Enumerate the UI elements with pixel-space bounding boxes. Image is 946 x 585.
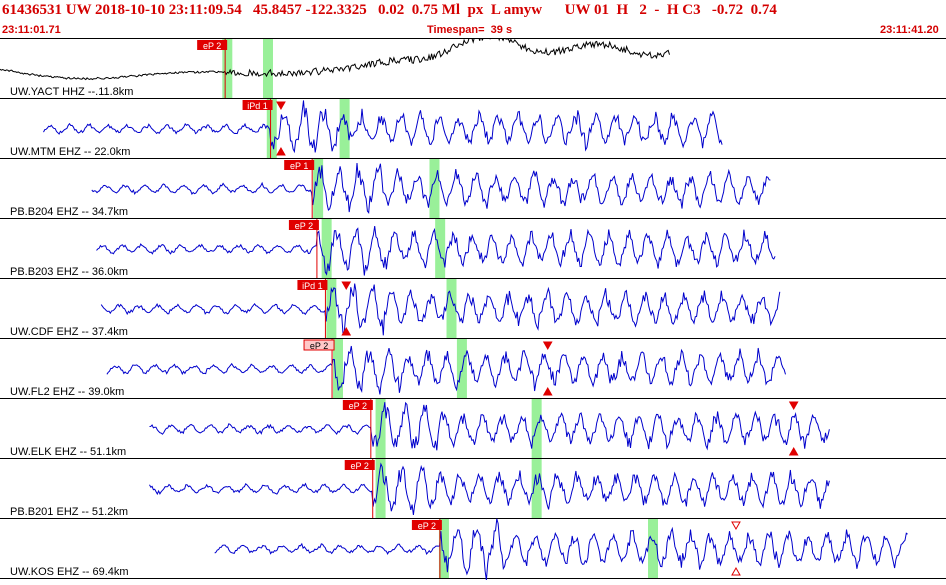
analysis-window [313, 159, 324, 218]
trace-row: eP 2 UW.YACT HHZ --.11.8km [0, 33, 946, 99]
waveform [149, 462, 830, 515]
seismogram-panel[interactable]: eP 2 UW.YACT HHZ --.11.8km iPd 1 UW.MTM EHZ… [0, 33, 946, 581]
trace-row: eP 2 UW.FL2 EHZ -- 39.0km [0, 339, 946, 399]
pick-label: eP 2 [351, 461, 369, 471]
trace-row: eP 2 PB.B201 EHZ -- 51.2km [0, 459, 946, 519]
pick-flag [342, 400, 373, 410]
analysis-window [262, 39, 273, 98]
timespan-label: Timespan= 39 s [427, 24, 513, 36]
station-label: UW.KOS EHZ -- 69.4km [10, 566, 129, 578]
analysis-window [531, 399, 542, 458]
station-label: UW.MTM EHZ -- 22.0km [10, 146, 130, 158]
pick-flag [297, 280, 328, 290]
waveform [91, 163, 771, 215]
pick-flag [344, 460, 375, 470]
analysis-window [531, 459, 542, 518]
waveform [96, 226, 776, 276]
polarity-marker [788, 401, 799, 411]
analysis-window [332, 339, 343, 398]
pick-flag [303, 339, 335, 351]
waveform [149, 401, 830, 451]
polarity-marker [341, 281, 352, 291]
station-label: UW.FL2 EHZ -- 39.0km [10, 386, 124, 398]
analysis-window [435, 219, 446, 278]
station-label: PB.B204 EHZ -- 34.7km [10, 206, 128, 218]
polarity-marker [731, 521, 741, 531]
station-label: PB.B201 EHZ -- 51.2km [10, 506, 128, 518]
event-header: 61436531 UW 2018-10-10 23:11:09.54 45.84… [0, 0, 946, 38]
analysis-window [648, 519, 659, 578]
pick-label: eP 2 [203, 41, 221, 51]
pick-flag [197, 40, 228, 50]
analysis-window [339, 99, 350, 158]
trace-row: eP 1 PB.B204 EHZ -- 34.7km [0, 159, 946, 219]
polarity-marker [731, 566, 741, 576]
seismogram-chart[interactable]: eP 2 UW.YACT HHZ --.11.8km iPd 1 UW.MTM EHZ… [0, 33, 946, 581]
trace-row: iPd 1 UW.CDF EHZ -- 37.4km [0, 279, 946, 339]
station-label: UW.CDF EHZ -- 37.4km [10, 326, 128, 338]
pick-flag [242, 100, 273, 110]
polarity-marker [276, 146, 286, 156]
trace-row: eP 2 UW.ELK EHZ -- 51.1km [0, 399, 946, 459]
pick-flag [411, 520, 442, 530]
polarity-marker [788, 446, 799, 456]
waveform [100, 283, 781, 336]
trace-row: iPd 1 UW.MTM EHZ -- 22.0km [0, 99, 946, 159]
station-label: UW.YACT HHZ --.11.8km [10, 86, 133, 98]
polarity-marker [542, 386, 553, 396]
pick-label: iPd 1 [302, 281, 323, 291]
pick-flag [288, 220, 319, 230]
header-divider [0, 38, 946, 39]
station-label: UW.ELK EHZ -- 51.1km [10, 446, 126, 458]
start-time-label: 23:11:01.71 [2, 24, 61, 36]
waveform [106, 345, 786, 395]
polarity-marker [276, 101, 286, 111]
waveform [214, 518, 908, 581]
polarity-marker [341, 326, 352, 336]
analysis-window [266, 99, 277, 158]
trace-row: eP 2 UW.KOS EHZ -- 69.4km [0, 518, 946, 581]
station-label: PB.B203 EHZ -- 36.0km [10, 266, 128, 278]
waveform [0, 33, 670, 81]
pick-label: eP 2 [349, 401, 367, 411]
pick-label: eP 2 [310, 341, 328, 351]
pick-label: eP 2 [418, 521, 436, 531]
analysis-window [375, 459, 386, 518]
analysis-window [429, 159, 440, 218]
pick-label: eP 2 [295, 221, 313, 231]
pick-flag [284, 160, 315, 170]
analysis-window [446, 279, 457, 338]
pick-label: iPd 1 [247, 101, 268, 111]
analysis-window [321, 219, 332, 278]
analysis-window [326, 279, 337, 338]
trace-row: eP 2 PB.B203 EHZ -- 36.0km [0, 219, 946, 279]
waveform [43, 100, 723, 154]
analysis-window [438, 519, 449, 578]
event-summary-line: 61436531 UW 2018-10-10 23:11:09.54 45.84… [2, 2, 777, 18]
end-time-label: 23:11:41.20 [880, 24, 939, 36]
analysis-window [222, 39, 233, 98]
pick-label: eP 1 [290, 161, 308, 171]
polarity-marker [542, 341, 553, 351]
